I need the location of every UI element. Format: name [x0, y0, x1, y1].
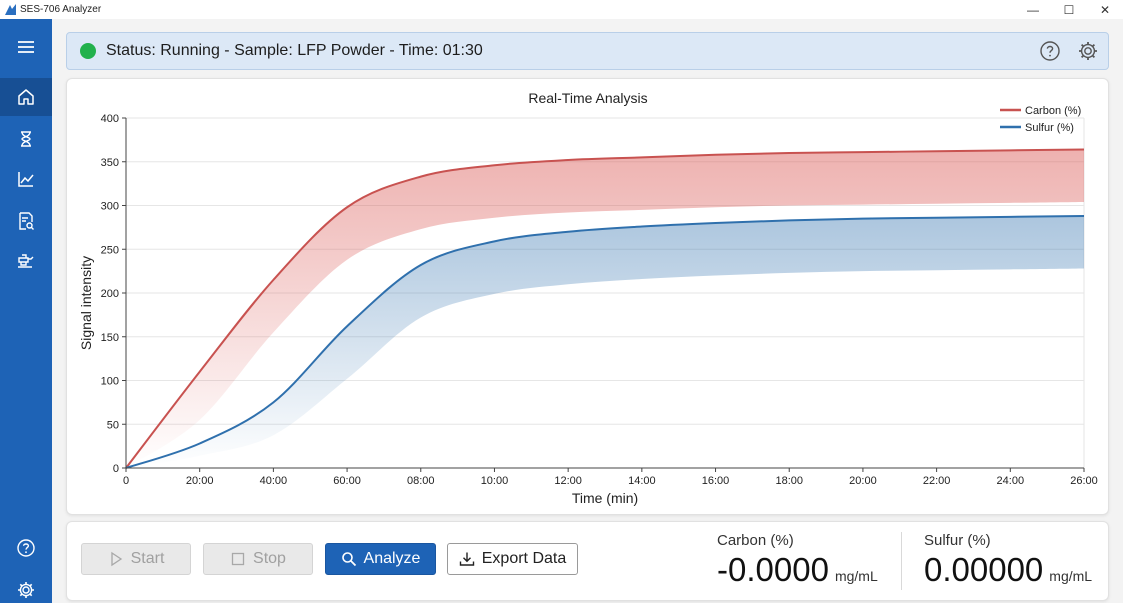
x-tick-label: 40:00 — [260, 475, 288, 487]
y-tick-label: 300 — [101, 201, 119, 213]
chart-panel: 0 50 100 150 200 250 300 350 400 0 20:00 40:00 60:00… — [66, 78, 1109, 515]
analyze-button[interactable]: Analyze — [325, 543, 436, 575]
title-bar: SES-706 Analyzer — ☐ ✕ — [0, 0, 1123, 19]
stop-button[interactable]: Stop — [203, 543, 313, 575]
search-icon — [341, 552, 356, 567]
analyze-button-label: Analyze — [363, 550, 421, 567]
x-tick-label: 22:00 — [923, 475, 951, 487]
sidebar — [0, 19, 52, 603]
sidebar-item-charts[interactable] — [0, 160, 52, 198]
x-tick-label: 20:00 — [849, 475, 877, 487]
x-axis-label: Time (min) — [572, 490, 638, 506]
export-data-button[interactable]: Export Data — [447, 543, 578, 575]
sidebar-item-reports[interactable] — [0, 202, 52, 240]
export-button-label: Export Data — [481, 550, 567, 567]
minimize-button[interactable]: — — [1027, 2, 1039, 17]
y-tick-label: 100 — [101, 376, 119, 388]
x-tick-label: 14:00 — [628, 475, 656, 487]
sulfur-series-line — [125, 215, 1085, 469]
window-title: SES-706 Analyzer — [20, 4, 102, 15]
menu-icon — [18, 41, 34, 53]
y-tick-label: 400 — [101, 113, 119, 125]
carbon-series-line — [125, 148, 1085, 469]
settings-icon — [18, 582, 34, 598]
carbon-readout-value: -0.0000 — [717, 551, 829, 588]
carbon-readout: Carbon (%) -0.0000 mg/mL — [717, 532, 878, 589]
download-icon — [459, 552, 474, 566]
report-search-icon — [19, 212, 34, 230]
help-icon — [17, 539, 35, 557]
status-actions — [1038, 33, 1100, 69]
x-tick-label: 20:00 — [186, 475, 214, 487]
line-chart-icon — [18, 172, 34, 187]
maximize-button[interactable]: ☐ — [1063, 2, 1075, 17]
legend-label-sulfur: Sulfur (%) — [1025, 122, 1074, 134]
sulfur-readout-label: Sulfur (%) — [924, 532, 991, 549]
close-button[interactable]: ✕ — [1099, 2, 1111, 17]
x-tick-label: 0 — [123, 475, 129, 487]
x-tick-label: 24:00 — [997, 475, 1025, 487]
gear-icon — [1079, 42, 1097, 60]
y-tick-label: 200 — [101, 288, 119, 300]
status-text: Status: Running - Sample: LFP Powder - T… — [106, 42, 483, 59]
status-bar: Status: Running - Sample: LFP Powder - T… — [66, 32, 1109, 70]
start-button-label: Start — [130, 550, 165, 567]
help-button[interactable] — [1038, 39, 1062, 63]
carbon-readout-label: Carbon (%) — [717, 532, 794, 549]
hourglass-icon — [21, 131, 31, 147]
home-icon — [18, 89, 34, 105]
carbon-area — [126, 149, 1084, 468]
y-tick-label: 0 — [113, 463, 119, 475]
sulfur-readout-value: 0.00000 — [924, 551, 1044, 588]
x-tick-label: 12:00 — [554, 475, 582, 487]
start-button[interactable]: Start — [81, 543, 191, 575]
y-tick-label: 50 — [107, 419, 119, 431]
y-tick-label: 150 — [101, 332, 119, 344]
carbon-readout-value-row: -0.0000 mg/mL — [717, 551, 878, 589]
play-icon — [110, 551, 122, 567]
settings-button[interactable] — [1076, 39, 1100, 63]
sidebar-settings-button[interactable] — [0, 571, 52, 603]
x-tick-label: 10:00 — [481, 475, 509, 487]
sulfur-area — [126, 216, 1084, 468]
x-tick-label: 18:00 — [775, 475, 803, 487]
carbon-readout-unit: mg/mL — [834, 568, 878, 584]
sulfur-readout-value-row: 0.00000 mg/mL — [924, 551, 1092, 589]
control-panel: Start Stop Analyze Export Data Carbon (%… — [66, 521, 1109, 601]
real-time-chart: 0 50 100 150 200 250 300 350 400 0 20:00 40:00 60:00… — [78, 90, 1098, 506]
x-tick-label: 16:00 — [702, 475, 730, 487]
help-icon — [1040, 41, 1060, 61]
stop-button-label: Stop — [253, 550, 286, 567]
instrument-icon — [18, 254, 34, 268]
readout-divider — [901, 532, 902, 590]
x-tick-label: 60:00 — [333, 475, 361, 487]
main-content: Status: Running - Sample: LFP Powder - T… — [52, 19, 1123, 603]
chart-title: Real-Time Analysis — [528, 90, 647, 106]
sulfur-readout: Sulfur (%) 0.00000 mg/mL — [924, 532, 1092, 589]
sidebar-item-timer[interactable] — [0, 120, 52, 158]
sidebar-item-home[interactable] — [0, 78, 52, 116]
menu-button[interactable] — [0, 28, 52, 66]
status-indicator — [80, 43, 96, 59]
sidebar-item-instrument[interactable] — [0, 242, 52, 280]
stop-icon — [231, 552, 245, 566]
x-tick-label: 26:00 — [1070, 475, 1098, 487]
app-logo-icon — [5, 4, 16, 15]
legend-label-carbon: Carbon (%) — [1025, 105, 1081, 117]
window-controls: — ☐ ✕ — [1015, 0, 1123, 19]
y-axis-label: Signal intensity — [78, 256, 94, 350]
y-tick-label: 250 — [101, 244, 119, 256]
sulfur-readout-unit: mg/mL — [1049, 568, 1093, 584]
x-tick-label: 08:00 — [407, 475, 435, 487]
sidebar-help-button[interactable] — [0, 529, 52, 567]
chart-legend: Carbon (%) Sulfur (%) — [1000, 105, 1081, 134]
y-tick-label: 350 — [101, 157, 119, 169]
